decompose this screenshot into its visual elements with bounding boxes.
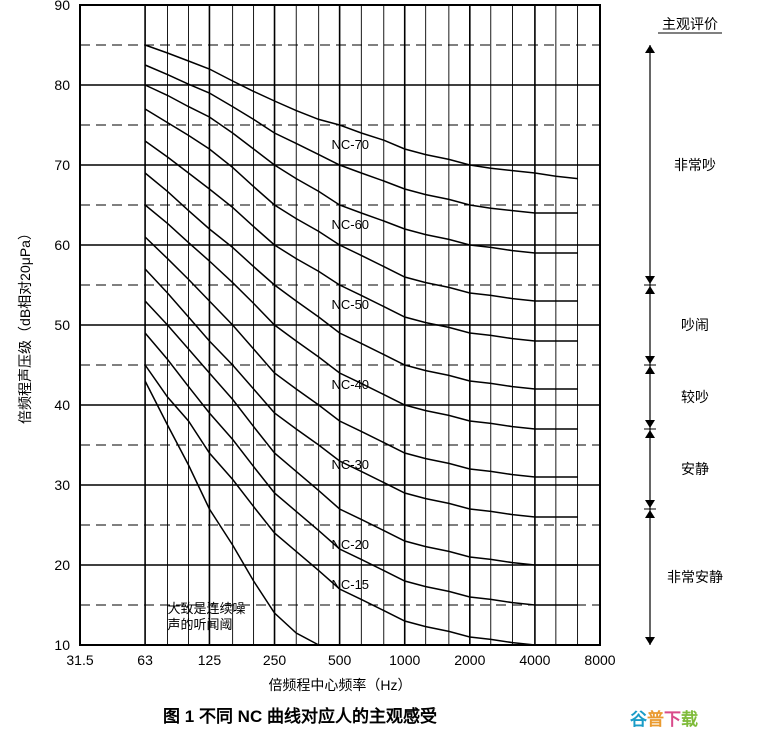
y-tick-label: 40 [54, 397, 70, 413]
figure-caption: 图 1 不同 NC 曲线对应人的主观感受 [163, 706, 437, 726]
x-tick-label: 4000 [519, 652, 550, 668]
side-segment-label: 吵闹 [681, 317, 709, 333]
curve-label: NC-70 [331, 137, 369, 152]
side-segment-label: 非常吵 [674, 157, 716, 173]
x-tick-label: 31.5 [66, 652, 93, 668]
y-tick-label: 50 [54, 317, 70, 333]
curve-label: NC-30 [331, 457, 369, 472]
y-tick-label: 90 [54, 0, 70, 13]
y-tick-label: 30 [54, 477, 70, 493]
y-tick-label: 80 [54, 77, 70, 93]
threshold-note: 声的听闻阈 [168, 617, 233, 632]
x-tick-label: 2000 [454, 652, 485, 668]
x-tick-label: 500 [328, 652, 352, 668]
curve-label: NC-15 [331, 577, 369, 592]
side-title: 主观评价 [662, 16, 718, 32]
y-tick-label: 60 [54, 237, 70, 253]
x-tick-label: 8000 [584, 652, 615, 668]
y-axis-label: 倍频程声压级（dB相对20μPa） [17, 226, 33, 424]
x-tick-label: 250 [263, 652, 287, 668]
x-tick-label: 63 [137, 652, 153, 668]
threshold-note: 大致是连续噪 [168, 601, 246, 616]
curve-label: NC-40 [331, 377, 369, 392]
curve-label: NC-60 [331, 217, 369, 232]
curve-label: NC-20 [331, 537, 369, 552]
side-segment-label: 非常安静 [667, 569, 723, 585]
y-tick-label: 70 [54, 157, 70, 173]
side-segment-label: 较吵 [681, 389, 709, 405]
x-tick-label: 1000 [389, 652, 420, 668]
y-tick-label: 20 [54, 557, 70, 573]
curve-label: NC-50 [331, 297, 369, 312]
y-tick-label: 10 [54, 637, 70, 653]
x-tick-label: 125 [198, 652, 222, 668]
watermark: 谷普下载 [630, 709, 698, 729]
x-axis-label: 倍频程中心频率（Hz） [268, 677, 411, 693]
side-segment-label: 安静 [681, 461, 709, 477]
nc-curves-chart: 10 20 30 40 50 60 70 80 90 31.5 63 125 250 500 1000 200… [0, 0, 768, 742]
